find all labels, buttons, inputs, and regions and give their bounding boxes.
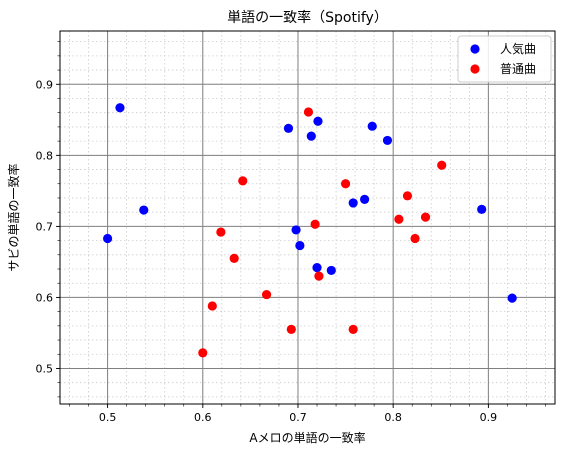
data-point [295,240,305,251]
data-point [420,212,431,222]
chart-title: 単語の一致率（Spotify） [227,9,388,26]
data-point [313,116,323,126]
legend-marker [470,44,480,54]
y-tick-label: 0.5 [36,362,54,375]
legend-label: 人気曲 [500,41,536,56]
ticks-layer: 0.5 0.6 0.7 0.8 0.9 0.5 0.6 0.7 0.8 0.9 [36,41,546,424]
y-tick-label: 0.7 [36,220,54,233]
x-tick-label: 0.6 [194,411,212,424]
data-point [198,348,208,358]
data-point [115,103,125,113]
data-point [340,179,351,189]
major-grid [60,31,555,404]
y-tick-label: 0.6 [36,291,54,304]
data-point [382,135,393,146]
x-tick-label: 0.7 [289,411,307,424]
x-tick-label: 0.8 [384,411,402,424]
data-point [507,293,517,303]
data-point [312,262,322,273]
data-point [306,131,316,141]
minor-grid [60,31,555,404]
data-point [477,204,487,214]
data-point [410,233,420,244]
data-point [360,194,370,204]
legend-box [457,35,552,83]
data-point [310,219,320,229]
data-point [207,301,217,311]
data-point [394,214,404,224]
data-point [326,265,336,276]
data-point [291,225,301,235]
x-tick-label: 0.9 [480,411,498,424]
data-point [283,123,294,133]
y-axis-label: サビの単語の一致率 [6,163,21,271]
y-tick-label: 0.9 [36,78,54,91]
data-point [229,253,239,263]
data-point [286,324,296,334]
plot-frame [59,30,556,405]
data-point [348,198,358,208]
data-point [402,191,413,201]
x-axis-label: Aメロの単語の一致率 [249,430,365,445]
data-point [261,289,272,300]
data-point [367,121,377,131]
data-point [216,227,226,237]
data-point [139,205,149,215]
legend-label: 普通曲 [500,62,536,76]
legend-marker [470,64,480,74]
points-layer [102,103,517,358]
data-point [348,324,358,334]
data-point [437,160,447,170]
data-point [102,233,113,244]
y-tick-label: 0.8 [36,149,54,162]
data-point [314,271,324,281]
x-tick-label: 0.5 [99,411,117,424]
data-point [238,176,248,186]
data-point [303,107,314,117]
